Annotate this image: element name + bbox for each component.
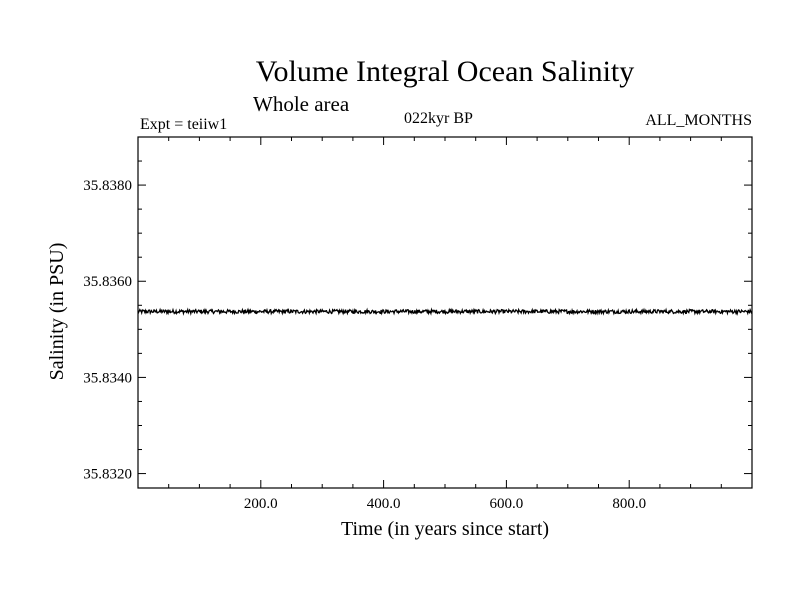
y-tick-label: 35.8360: [83, 274, 132, 290]
y-tick-label: 35.8340: [83, 370, 132, 386]
chart-title: Volume Integral Ocean Salinity: [255, 55, 635, 88]
experiment-label: Expt = teiiw1: [140, 116, 228, 133]
series-line: [137, 307, 753, 316]
y-tick-label: 35.8320: [83, 467, 132, 483]
y-tick-labels: 35.8320 35.8340 35.8360 35.8380: [83, 178, 132, 482]
period-label: 022kyr BP: [404, 110, 473, 127]
series-line-group: [137, 307, 753, 316]
x-axis-label: Time (in years since start): [341, 518, 549, 540]
x-tick-labels: 200.0 400.0 600.0 800.0: [244, 496, 646, 512]
y-tick-label: 35.8380: [83, 178, 132, 194]
months-label: ALL_MONTHS: [645, 112, 752, 129]
axis-ticks: [138, 137, 752, 488]
chart-subtitle: Whole area: [253, 92, 350, 116]
x-tick-label: 800.0: [612, 496, 646, 512]
x-tick-label: 200.0: [244, 496, 278, 512]
x-tick-label: 400.0: [367, 496, 401, 512]
plot-frame: [137, 136, 753, 489]
x-tick-label: 600.0: [490, 496, 524, 512]
y-axis-label: Salinity (in PSU): [46, 243, 68, 381]
